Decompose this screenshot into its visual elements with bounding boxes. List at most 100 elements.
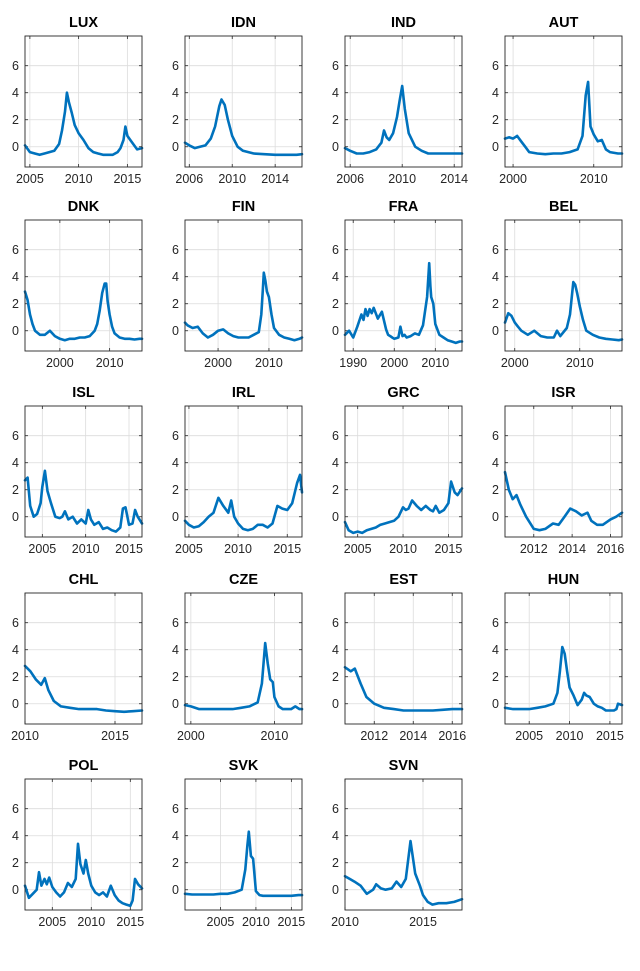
plot-frame	[184, 592, 303, 725]
x-tick-label: 2010	[389, 542, 417, 556]
y-tick-label: 0	[12, 697, 19, 711]
x-tick-label: 2010	[255, 356, 283, 370]
y-tick-label: 6	[492, 616, 499, 630]
chart-hun: 2005 2010 2015 0 2 4 6 HUN	[492, 572, 624, 743]
y-tick-label: 4	[172, 456, 179, 470]
plot-frame	[504, 405, 623, 538]
chart-isr: 2012 2014 2016 0 2 4 6 ISR	[492, 385, 624, 556]
plot-frame	[504, 592, 623, 725]
chart-grc: 2005 2010 2015 0 2 4 6 GRC	[332, 385, 464, 556]
y-tick-label: 2	[12, 297, 19, 311]
chart-fra: 1990 2000 2010 0 2 4 6 FRA	[332, 199, 464, 370]
y-tick-label: 0	[172, 140, 179, 154]
y-tick-label: 0	[172, 324, 179, 338]
y-tick-label: 4	[172, 270, 179, 284]
y-tick-label: 2	[172, 297, 179, 311]
plot-background	[185, 220, 302, 351]
y-tick-label: 6	[12, 59, 19, 73]
y-tick-label: 0	[492, 697, 499, 711]
chart-bel: 2000 2010 0 2 4 6 BEL	[492, 199, 624, 370]
y-tick-label: 6	[332, 802, 339, 816]
chart-title: AUT	[549, 15, 579, 31]
plot-frame	[24, 405, 143, 538]
plot-background	[345, 220, 462, 351]
y-tick-label: 2	[12, 483, 19, 497]
x-tick-label: 2000	[204, 356, 232, 370]
series-line-svn	[343, 839, 464, 906]
x-tick-label: 2015	[434, 542, 462, 556]
plot-frame	[344, 219, 463, 352]
y-tick-label: 2	[332, 297, 339, 311]
x-tick-label: 2012	[360, 729, 388, 743]
chart-title: SVN	[389, 758, 419, 774]
x-tick-label: 2015	[596, 729, 624, 743]
series-line-chl	[23, 664, 144, 714]
y-tick-label: 2	[332, 483, 339, 497]
x-tick-label: 2006	[336, 172, 364, 186]
y-tick-label: 0	[332, 697, 339, 711]
series-line-lux	[23, 91, 144, 157]
series-line-fin	[183, 271, 304, 342]
x-tick-label: 2010	[218, 172, 246, 186]
y-tick-label: 4	[332, 829, 339, 843]
y-tick-label: 6	[172, 59, 179, 73]
x-tick-label: 2010	[77, 915, 105, 929]
y-tick-label: 0	[332, 883, 339, 897]
plot-frame	[344, 592, 463, 725]
y-tick-label: 6	[172, 429, 179, 443]
plot-frame	[184, 219, 303, 352]
y-tick-label: 2	[172, 113, 179, 127]
x-tick-label: 2010	[96, 356, 124, 370]
chart-ind: 2006 2010 2014 0 2 4 6 IND	[332, 15, 468, 186]
chart-title: DNK	[68, 199, 100, 215]
y-tick-label: 2	[172, 670, 179, 684]
chart-aut: 2000 2010 0 2 4 6 AUT	[492, 15, 624, 186]
x-tick-label: 2010	[421, 356, 449, 370]
chart-title: BEL	[549, 199, 578, 215]
x-tick-label: 2012	[520, 542, 548, 556]
y-tick-label: 4	[332, 456, 339, 470]
chart-title: FRA	[389, 199, 419, 215]
x-tick-label: 2015	[116, 915, 144, 929]
x-tick-label: 2005	[207, 915, 235, 929]
series-line-est	[343, 666, 464, 712]
y-tick-label: 6	[332, 243, 339, 257]
y-tick-label: 0	[172, 697, 179, 711]
x-tick-label: 2010	[261, 729, 289, 743]
chart-title: EST	[389, 572, 417, 588]
x-tick-label: 2000	[177, 729, 205, 743]
plot-frame	[184, 405, 303, 538]
y-tick-label: 4	[12, 270, 19, 284]
plot-background	[345, 779, 462, 910]
plot-frame	[344, 405, 463, 538]
x-tick-label: 2010	[580, 172, 608, 186]
x-tick-label: 2014	[558, 542, 586, 556]
series-line-pol	[23, 842, 144, 908]
chart-title: IDN	[231, 15, 256, 31]
y-tick-label: 6	[332, 429, 339, 443]
plot-frame	[184, 35, 303, 168]
y-tick-label: 6	[12, 243, 19, 257]
y-tick-label: 4	[172, 643, 179, 657]
plot-background	[505, 220, 622, 351]
y-tick-label: 2	[492, 483, 499, 497]
x-tick-label: 2015	[113, 172, 141, 186]
x-tick-label: 2010	[556, 729, 584, 743]
chart-title: GRC	[387, 385, 420, 401]
y-tick-label: 0	[492, 140, 499, 154]
x-tick-label: 2015	[115, 542, 143, 556]
y-tick-label: 2	[12, 113, 19, 127]
y-tick-label: 0	[332, 510, 339, 524]
plot-frame	[24, 778, 143, 911]
x-tick-label: 2016	[597, 542, 625, 556]
chart-svn: 2010 2015 0 2 4 6 SVN	[331, 758, 464, 929]
y-tick-label: 6	[12, 616, 19, 630]
series-line-isr	[503, 470, 624, 532]
chart-title: FIN	[232, 199, 255, 215]
plot-frame	[504, 219, 623, 352]
y-tick-label: 6	[332, 59, 339, 73]
x-tick-label: 2010	[11, 729, 39, 743]
plot-background	[345, 593, 462, 724]
y-tick-label: 6	[172, 616, 179, 630]
